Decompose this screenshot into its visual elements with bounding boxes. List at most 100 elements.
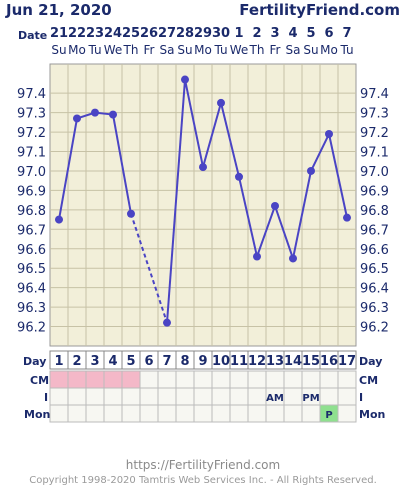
monitor-cell xyxy=(175,404,195,423)
temperature-segment xyxy=(256,205,276,257)
monitor-cell xyxy=(193,404,213,423)
mon-row-label-right: Mon xyxy=(359,408,385,421)
weekday-label: Th xyxy=(123,43,139,57)
y-tick-label-right: 97.4 xyxy=(360,87,389,102)
date-label: 21 xyxy=(50,26,68,41)
temperature-segment xyxy=(310,133,330,172)
temperature-point xyxy=(163,318,171,327)
temperature-point xyxy=(235,172,243,181)
date-label: 1 xyxy=(234,26,243,41)
cycle-day-label: 2 xyxy=(72,354,81,369)
temperature-segment xyxy=(238,176,258,257)
date-label: 28 xyxy=(176,26,194,41)
temperature-point xyxy=(55,215,63,224)
y-tick-label-right: 96.3 xyxy=(360,301,389,316)
monitor-cell xyxy=(103,404,123,423)
temperature-segment xyxy=(58,118,78,220)
i-row-label-right: I xyxy=(359,391,363,404)
monitor-cell xyxy=(229,404,249,423)
cycle-day-row: 1 2 3 4 5 6 7 8 9 10 11 12 13 14 15 16 17 xyxy=(49,350,357,370)
cm-cell xyxy=(85,370,105,389)
date-label: 27 xyxy=(158,26,176,41)
weekday-label: Su xyxy=(303,43,318,57)
temperature-segment xyxy=(202,102,222,168)
cycle-day-label: 11 xyxy=(230,354,248,369)
intercourse-cell xyxy=(121,387,141,406)
intercourse-mark: AM xyxy=(266,393,284,404)
temperature-point xyxy=(325,130,333,139)
cm-cell xyxy=(319,370,339,389)
temperature-point xyxy=(199,163,207,172)
temperature-point xyxy=(73,114,81,123)
cycle-day-label: 17 xyxy=(338,354,356,369)
temperature-point xyxy=(253,252,261,261)
intercourse-cell xyxy=(229,387,249,406)
y-tick-label-right: 96.5 xyxy=(360,262,389,277)
cm-cell xyxy=(301,370,321,389)
date-label: 24 xyxy=(104,26,122,41)
date-row-label: Date xyxy=(18,29,47,42)
intercourse-cell xyxy=(49,387,69,406)
y-tick-label-left: 96.4 xyxy=(17,282,46,297)
day-row-label-right: Day xyxy=(359,355,382,368)
y-tick-label-left: 97.3 xyxy=(17,107,46,122)
monitor-cell xyxy=(85,404,105,423)
monitor-cell xyxy=(49,404,69,423)
cm-cell xyxy=(121,370,141,389)
date-label: 30 xyxy=(212,26,230,41)
temperature-line xyxy=(58,79,348,323)
cm-cell xyxy=(193,370,213,389)
temperature-point xyxy=(127,209,135,218)
monitor-cell xyxy=(157,404,177,423)
cycle-day-label: 8 xyxy=(180,354,189,369)
temperature-point xyxy=(289,254,297,263)
monitor-cell xyxy=(211,404,231,423)
mon-row-label-left: Mon xyxy=(24,408,50,421)
intercourse-mark: PM xyxy=(302,393,319,404)
temperature-point xyxy=(343,213,351,222)
footer-copyright: Copyright 1998-2020 Tamtris Web Services… xyxy=(29,475,377,486)
y-tick-label-left: 96.8 xyxy=(17,204,46,219)
y-tick-label-left: 96.6 xyxy=(17,243,46,258)
weekday-row: Su Mo Tu We Th Fr Sa Su Mo Tu We Th Fr Sa Su Mo Tu xyxy=(51,43,353,57)
weekday-label: Tu xyxy=(213,43,227,57)
weekday-label: Su xyxy=(51,43,66,57)
chart-date-header: Jun 21, 2020 xyxy=(5,1,112,19)
temperature-segment xyxy=(328,133,348,218)
monitor-cell xyxy=(139,404,159,423)
cm-cell xyxy=(67,370,87,389)
cycle-day-label: 1 xyxy=(54,354,63,369)
cm-cell xyxy=(157,370,177,389)
grid-lines xyxy=(50,64,356,346)
cycle-day-label: 6 xyxy=(144,354,153,369)
cycle-day-label: 9 xyxy=(198,354,207,369)
y-tick-label-left: 97.1 xyxy=(17,146,46,161)
intercourse-cell xyxy=(175,387,195,406)
y-tick-label-right: 96.9 xyxy=(360,184,389,199)
monitor-cell xyxy=(301,404,321,423)
cm-cell xyxy=(211,370,231,389)
temperature-grid-background xyxy=(49,63,357,347)
cm-cell xyxy=(283,370,303,389)
intercourse-cell xyxy=(85,387,105,406)
temperature-segment xyxy=(184,79,204,168)
intercourse-row: AM PM xyxy=(49,387,357,406)
intercourse-cell xyxy=(247,387,267,406)
weekday-label: Tu xyxy=(339,43,353,57)
intercourse-cell xyxy=(283,387,303,406)
cycle-day-label: 7 xyxy=(162,354,171,369)
monitor-mark: P xyxy=(325,410,332,421)
cm-row-label-left: CM xyxy=(30,374,49,387)
y-tick-label-right: 96.8 xyxy=(360,204,389,219)
y-tick-label-right: 97.0 xyxy=(360,165,389,180)
intercourse-cell xyxy=(211,387,231,406)
cycle-day-cell xyxy=(337,350,357,370)
cm-cell xyxy=(337,370,357,389)
y-tick-label-right: 97.3 xyxy=(360,107,389,122)
date-label: 7 xyxy=(342,26,351,41)
footer-url[interactable]: https://FertilityFriend.com xyxy=(126,458,280,472)
y-tick-label-left: 96.9 xyxy=(17,184,46,199)
y-tick-label-left: 96.3 xyxy=(17,301,46,316)
weekday-label: Tu xyxy=(87,43,101,57)
